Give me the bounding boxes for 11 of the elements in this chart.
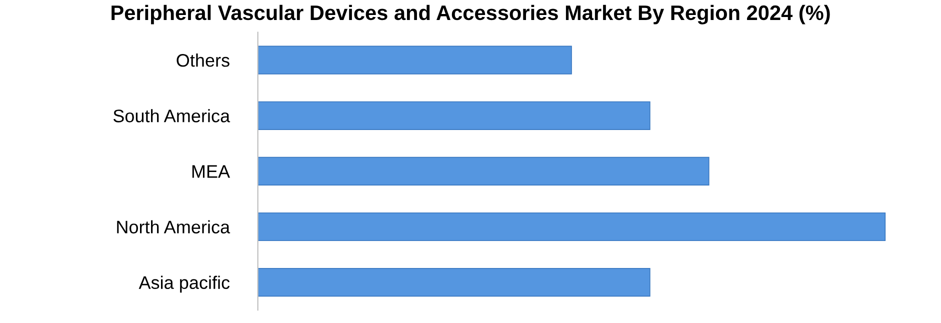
bar [258, 156, 710, 186]
y-tick-label: Asia pacific [138, 276, 230, 293]
chart-title: Peripheral Vascular Devices and Accessories Market By Region 2024 (%) [112, 4, 830, 24]
y-tick-label: South America [113, 109, 230, 122]
y-tick-label: Others [176, 54, 230, 67]
y-tick-label: MEA [192, 165, 230, 178]
bar [258, 46, 572, 74]
bar [258, 268, 650, 297]
bar [258, 101, 650, 130]
bar [258, 212, 886, 242]
y-tick-label: North America [117, 220, 230, 234]
